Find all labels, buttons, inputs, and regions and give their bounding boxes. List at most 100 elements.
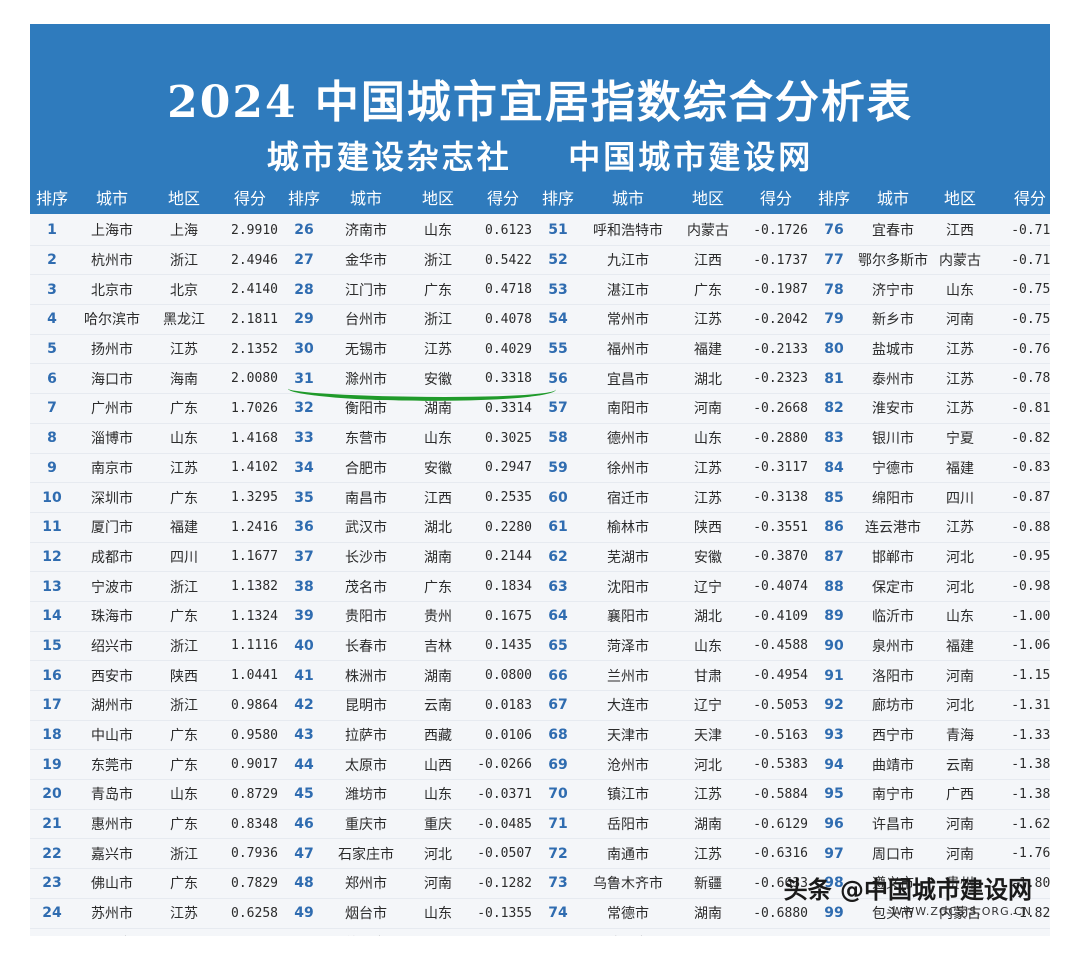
region-cell: 福建 (170, 520, 198, 537)
region-cell: 河南 (946, 668, 974, 685)
score-cell: 0.8348 (231, 816, 278, 832)
rank-cell: 68 (548, 727, 568, 744)
rank-cell: 67 (548, 697, 568, 714)
rank-cell: 66 (548, 667, 568, 684)
city-cell: 上海市 (91, 223, 133, 240)
city-cell: 深圳市 (91, 490, 133, 507)
region-cell: 浙江 (170, 579, 198, 596)
city-cell: 苏州市 (91, 906, 133, 923)
city-cell: 沈阳市 (607, 579, 649, 596)
region-cell: 青海 (946, 728, 974, 745)
region-cell: 广东 (170, 817, 198, 834)
city-cell: 杭州市 (91, 253, 133, 270)
score-cell: -0.7621 (1011, 341, 1050, 357)
score-cell: 0.4029 (485, 341, 532, 357)
score-cell: 1.7026 (231, 400, 278, 416)
page-title: 2024 中国城市宜居指数综合分析表 (167, 77, 913, 128)
score-cell: 2.1811 (231, 311, 278, 327)
region-cell: 湖北 (694, 371, 722, 388)
city-cell: 岳阳市 (607, 817, 649, 834)
rank-cell: 15 (42, 637, 62, 654)
rank-cell: 1 (47, 222, 57, 239)
rank-cell: 59 (548, 459, 568, 476)
score-cell: 0.2947 (485, 460, 532, 476)
rank-cell: 10 (42, 489, 62, 506)
table-row: 2 杭州市 浙江 2.4946 27 金华市 浙江 0.5422 52 九江市 江西 -0.1737 7… (30, 246, 1050, 276)
rank-cell: 73 (548, 875, 568, 892)
region-cell: 江苏 (694, 490, 722, 507)
region-cell: 贵州 (946, 876, 974, 893)
score-cell: -0.7512 (1011, 282, 1050, 298)
region-cell: 云南 (424, 698, 452, 715)
ranking-sheet: 2024 中国城市宜居指数综合分析表 城市建设杂志社 中国城市建设网 排序 城市 地… (30, 24, 1050, 936)
city-cell: 昆明市 (345, 698, 387, 715)
city-cell: 宿迁市 (607, 490, 649, 507)
table-row: 14 珠海市 广东 1.1324 39 贵阳市 贵州 0.1675 64 襄阳市 湖北 -0.4109… (30, 602, 1050, 632)
city-cell: 湛江市 (607, 282, 649, 299)
rank-cell: 39 (294, 608, 314, 625)
region-cell: 广东 (170, 490, 198, 507)
region-cell: 江苏 (946, 342, 974, 359)
city-cell: 大连市 (607, 698, 649, 715)
score-cell: 0.6258 (231, 905, 278, 921)
score-cell: -0.6129 (753, 816, 808, 832)
region-cell: 河北 (946, 698, 974, 715)
city-cell: 周口市 (872, 846, 914, 863)
rank-cell: 45 (294, 786, 314, 803)
rank-cell: 49 (294, 905, 314, 922)
region-cell: 广东 (170, 757, 198, 774)
score-cell: -0.1726 (753, 222, 808, 238)
region-cell: 江苏 (424, 342, 452, 359)
score-cell: -0.7885 (1011, 371, 1050, 387)
rank-cell: 35 (294, 489, 314, 506)
region-cell: 内蒙古 (939, 253, 981, 270)
score-cell: 2.4140 (231, 282, 278, 298)
score-cell: -0.8709 (1011, 490, 1050, 506)
score-cell: 0.1834 (485, 579, 532, 595)
rank-cell: 23 (42, 875, 62, 892)
region-cell: 浙江 (170, 846, 198, 863)
city-cell: 曲靖市 (872, 757, 914, 774)
region-cell: 上海 (170, 223, 198, 240)
region-cell: 江苏 (170, 342, 198, 359)
city-cell: 漳州市 (580, 933, 676, 937)
column-header: 地区 (691, 189, 724, 208)
region-cell: 重庆 (424, 817, 452, 834)
rank-cell: 34 (294, 459, 314, 476)
score-cell: -1.7680 (1011, 846, 1050, 862)
rank-cell: 13 (42, 578, 62, 595)
score-cell: 1.4102 (231, 460, 278, 476)
score-cell: -0.8887 (1011, 519, 1050, 535)
credit-watermark: 头条 @中国城市建设网 WWW.ZGCSJS.ORG.CN (784, 870, 1032, 918)
region-cell: 山东 (424, 787, 452, 804)
score-cell: 1.2416 (231, 519, 278, 535)
region-cell: 河南 (946, 817, 974, 834)
rank-cell: 7 (47, 400, 57, 417)
city-cell: 宜春市 (872, 223, 914, 240)
score-cell: -0.5884 (753, 786, 808, 802)
city-cell: 淄博市 (91, 431, 133, 448)
table-row: 6 海口市 海南 2.0080 31 滁州市 安徽 0.3318 56 宜昌市 湖北 -0.2323 8… (30, 364, 1050, 395)
city-cell: 常德市 (607, 906, 649, 923)
rank-cell: 91 (824, 667, 844, 684)
region-cell: 河南 (694, 401, 722, 418)
region-cell: 河南 (946, 846, 974, 863)
city-cell: 宁波市 (91, 579, 133, 596)
score-cell: 0.3025 (485, 430, 532, 446)
region-cell: 北京 (170, 282, 198, 299)
region-cell: 甘肃 (694, 668, 722, 685)
city-cell: 金华市 (345, 253, 387, 270)
city-cell: 淮安市 (872, 401, 914, 418)
rank-cell: 81 (824, 370, 844, 387)
region-cell: 江西 (424, 490, 452, 507)
score-cell: 0.3314 (485, 400, 532, 416)
city-cell: 连云港市 (865, 520, 921, 537)
table-row: 11 厦门市 福建 1.2416 36 武汉市 湖北 0.2280 61 榆林市 陕西 -0.3551… (30, 513, 1050, 543)
score-cell: 0.1435 (485, 638, 532, 654)
region-cell: 浙江 (170, 698, 198, 715)
region-cell: 广东 (170, 728, 198, 745)
score-cell: 0.4078 (485, 311, 532, 327)
rank-cell: 3 (47, 281, 57, 298)
rank-cell: 62 (548, 548, 568, 565)
score-cell: 0.4718 (485, 282, 532, 298)
